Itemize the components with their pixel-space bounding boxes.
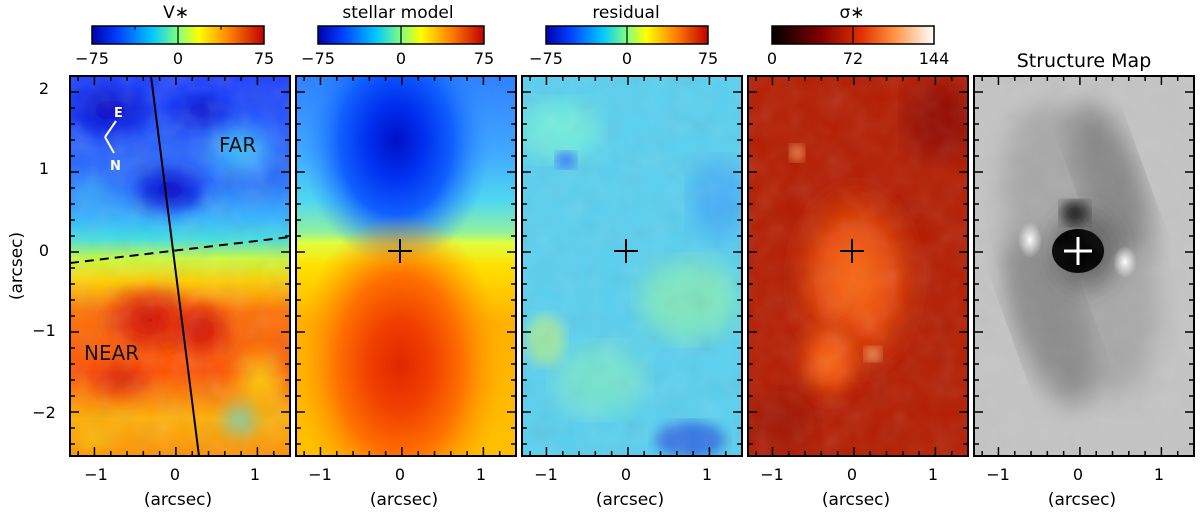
cb-tick-min: −75 xyxy=(75,49,109,68)
cb-tick-mid: 0 xyxy=(396,49,406,68)
dispersion-map xyxy=(748,76,968,456)
y-tick-label: −1 xyxy=(32,321,56,340)
cb-tick-max: 75 xyxy=(254,49,274,68)
model-map xyxy=(296,76,516,456)
structure-map-title: Structure Map xyxy=(1017,50,1152,72)
panel-stellar-model xyxy=(295,75,517,457)
x-tick-label: −1 xyxy=(760,465,784,484)
minor-axis-line xyxy=(70,236,290,264)
cb-tick-mid: 0 xyxy=(173,49,183,68)
x-axis-title: (arcsec) xyxy=(144,490,212,510)
colorbar-stellar-model: stellar model −75 0 75 xyxy=(301,3,494,68)
x-tick-label: 0 xyxy=(1073,465,1083,484)
y-tick-label: 2 xyxy=(39,79,49,98)
x-axis-title: (arcsec) xyxy=(596,490,664,510)
x-tick-label: 1 xyxy=(250,465,260,484)
y-tick-label: −2 xyxy=(32,403,56,422)
panel-frame xyxy=(69,75,291,457)
velocity-map xyxy=(70,76,290,456)
cb-tick-min: −75 xyxy=(301,49,335,68)
panel-frame xyxy=(521,75,743,457)
cb-tick-min: 0 xyxy=(767,49,777,68)
y-tick-label: 1 xyxy=(39,159,49,178)
x-axis-title: (arcsec) xyxy=(822,490,890,510)
far-label: FAR xyxy=(219,133,256,157)
near-label: NEAR xyxy=(84,341,139,365)
x-tick-label: 0 xyxy=(170,465,180,484)
colorbar-sigma: σ∗ 0 72 144 xyxy=(767,3,949,68)
x-tick-label: −1 xyxy=(308,465,332,484)
colorbar-vstar: V∗ −75 0 75 xyxy=(75,3,274,68)
x-tick-label: 0 xyxy=(847,465,857,484)
panel-frame xyxy=(295,75,517,457)
x-tick-label: 1 xyxy=(1154,465,1164,484)
cb-tick-max: 75 xyxy=(698,49,718,68)
x-tick-label: −1 xyxy=(534,465,558,484)
residual-map xyxy=(522,76,742,456)
x-tick-label: 1 xyxy=(928,465,938,484)
panel-structure-map: Structure Map xyxy=(973,50,1195,457)
cb-tick-max: 75 xyxy=(474,49,494,68)
panel-frame xyxy=(747,75,969,457)
compass: E N xyxy=(104,106,123,174)
axes: (arcsec) 2 1 0 −1 −2 −1 0 1 (arcsec) −1 … xyxy=(7,79,1164,510)
colorbar-residual: residual −75 0 75 xyxy=(529,3,718,68)
compass-e-label: E xyxy=(114,106,123,121)
panel-vstar: E N FAR NEAR xyxy=(69,75,291,457)
cb-tick-mid: 0 xyxy=(622,49,632,68)
panel-sigma xyxy=(747,75,969,457)
y-tick-label: 0 xyxy=(39,241,49,260)
colorbar-title: V∗ xyxy=(163,3,189,23)
compass-n-label: N xyxy=(110,159,121,174)
x-tick-label: 1 xyxy=(702,465,712,484)
cb-tick-min: −75 xyxy=(529,49,563,68)
colorbar-title: stellar model xyxy=(342,3,453,23)
x-tick-label: 0 xyxy=(395,465,405,484)
x-axis-title: (arcsec) xyxy=(1048,490,1116,510)
major-axis-line xyxy=(150,76,200,456)
x-axis-title: (arcsec) xyxy=(370,490,438,510)
x-tick-label: 1 xyxy=(476,465,486,484)
y-axis-title: (arcsec) xyxy=(7,232,27,300)
structure-image xyxy=(974,76,1194,456)
colorbar-title: σ∗ xyxy=(839,3,864,23)
cb-tick-max: 144 xyxy=(919,49,950,68)
x-tick-label: −1 xyxy=(986,465,1010,484)
x-tick-label: 0 xyxy=(621,465,631,484)
panel-frame xyxy=(973,75,1195,457)
x-tick-label: −1 xyxy=(84,465,108,484)
panel-residual xyxy=(521,75,743,457)
cb-tick-mid: 72 xyxy=(843,49,863,68)
colorbar-title: residual xyxy=(592,3,659,23)
tick-marks xyxy=(70,75,1195,456)
